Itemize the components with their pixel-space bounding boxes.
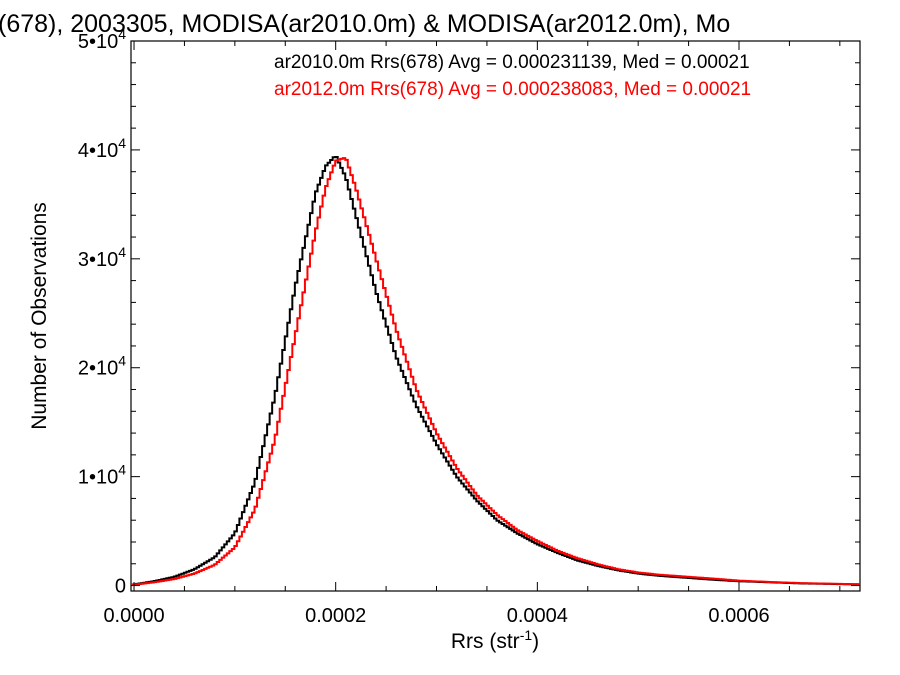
plot-area xyxy=(130,40,861,592)
chart-title: (678), 2003305, MODISA(ar2010.0m) & MODI… xyxy=(0,10,730,38)
y-axis-label: Number of Observations xyxy=(28,202,51,430)
plot-frame xyxy=(130,40,861,592)
x-tick-label: 0.0004 xyxy=(507,605,568,627)
legend-entry-2: ar2012.0m Rrs(678) Avg = 0.000238083, Me… xyxy=(274,79,751,100)
x-tick-label: 0.0002 xyxy=(305,605,366,627)
y-tick-label: 5•104 xyxy=(78,26,126,53)
x-tick-label: 0.0006 xyxy=(708,605,769,627)
y-tick-exponent: 4 xyxy=(118,353,126,369)
x-axis-label-close: ) xyxy=(532,630,539,653)
series-1-line xyxy=(131,155,860,586)
series-2-line xyxy=(131,157,860,586)
y-tick-exponent: 4 xyxy=(118,135,126,151)
y-tick-label: 0 xyxy=(115,576,126,598)
y-tick-label: 1•104 xyxy=(78,462,126,489)
legend: ar2010.0m Rrs(678) Avg = 0.000231139, Me… xyxy=(274,52,751,100)
y-tick-label: 2•104 xyxy=(78,353,126,380)
tick-layer: 0.0000 0.0002 0.0004 0.0006 0 1•104 2•104 3•104… xyxy=(78,26,860,627)
legend-entry-1: ar2010.0m Rrs(678) Avg = 0.000231139, Me… xyxy=(274,52,750,73)
y-tick-exponent: 4 xyxy=(118,26,126,42)
y-tick-label: 4•104 xyxy=(78,135,126,162)
x-axis-label-exponent: -1 xyxy=(520,627,533,643)
y-tick-exponent: 4 xyxy=(118,462,126,478)
x-tick-label: 0.0000 xyxy=(103,605,164,627)
x-axis-label: Rrs (str-1) xyxy=(451,627,539,653)
y-tick-label: 3•104 xyxy=(78,244,126,271)
series-layer xyxy=(131,155,860,586)
y-tick-exponent: 4 xyxy=(118,244,126,260)
